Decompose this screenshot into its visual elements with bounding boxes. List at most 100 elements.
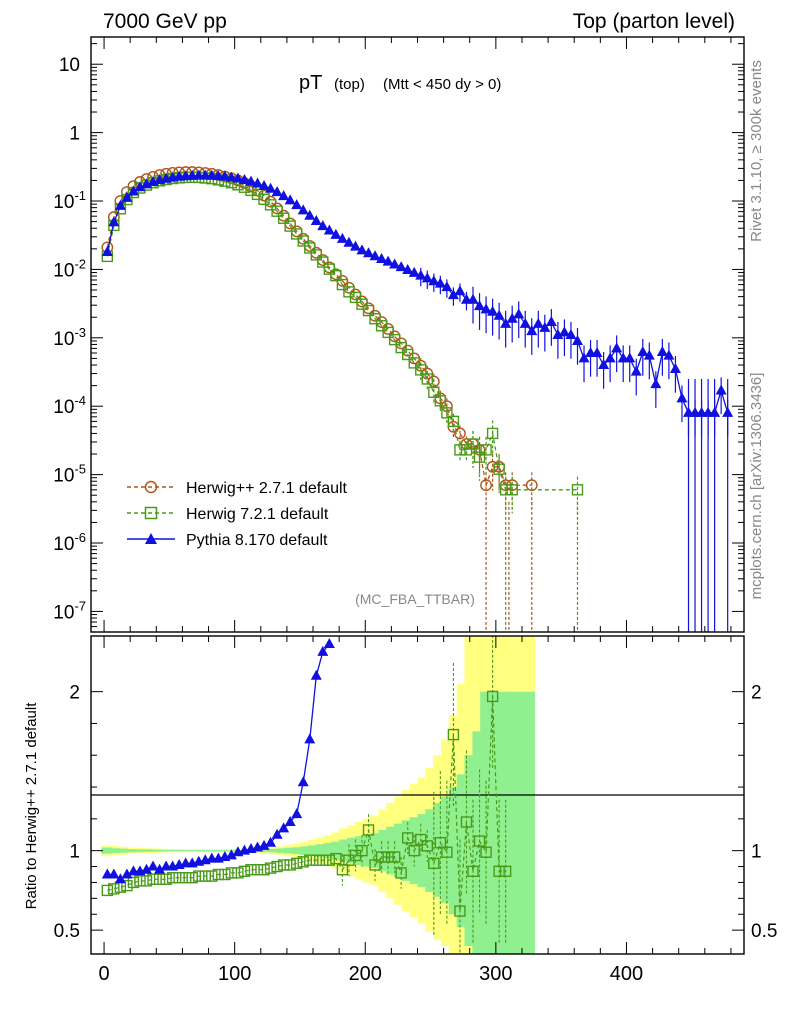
y-tick-label: 1 [69, 124, 80, 145]
data-point [336, 278, 349, 291]
data-point [415, 269, 427, 280]
ratio-point [290, 857, 303, 870]
ratio-point [121, 868, 133, 879]
data-point [408, 266, 420, 277]
data-point [310, 215, 322, 226]
series-herwig7 [101, 171, 584, 514]
ratio-point [108, 883, 120, 895]
ratio-line [107, 696, 506, 912]
ratio-point [362, 824, 375, 836]
ratio-point [486, 690, 499, 703]
data-point [382, 255, 394, 266]
ratio-point [447, 728, 460, 741]
data-point [558, 326, 570, 337]
data-point [369, 250, 381, 261]
y-tick-label-right: 1 [751, 842, 762, 863]
data-point [441, 407, 453, 419]
data-point [238, 173, 250, 184]
data-point [369, 313, 381, 325]
x-tick-label: 0 [98, 963, 109, 985]
y-tick-label: 10-3 [53, 325, 86, 350]
data-point [474, 300, 486, 311]
data-point [513, 308, 525, 319]
ratio-point [421, 840, 433, 852]
y-tick-label: 1 [69, 842, 80, 863]
main-plot-frame [90, 36, 745, 633]
plot-title-sub: (top) [334, 76, 365, 93]
ratio-point [173, 871, 185, 884]
data-point [376, 252, 388, 263]
ratio-point [147, 873, 159, 885]
data-point [114, 199, 126, 210]
data-point [506, 312, 518, 323]
ratio-point [297, 776, 309, 787]
data-point [252, 177, 264, 188]
ratio-point [179, 871, 192, 884]
ratio-point [493, 865, 505, 878]
ratio-point [114, 873, 126, 884]
ratio-point [480, 846, 492, 858]
ratio-point [206, 870, 218, 882]
data-point [388, 333, 401, 346]
ratio-point [369, 859, 381, 871]
legend-entry-pythia: Pythia 8.170 default [127, 532, 328, 549]
data-point [500, 317, 512, 328]
data-point [304, 242, 316, 254]
ratio-point [375, 851, 388, 863]
data-point [310, 249, 322, 261]
data-point [473, 451, 486, 463]
ratio-point [304, 733, 316, 744]
x-tick-label: 100 [218, 963, 251, 985]
data-point [121, 191, 133, 202]
data-point [571, 484, 584, 496]
ratio-point [154, 863, 166, 874]
ratio-point [258, 864, 270, 876]
ratio-point [278, 822, 290, 833]
ratio-point [238, 865, 251, 878]
analysis-tag: (MC_FBA_TTBAR) [355, 591, 475, 607]
ratio-point [277, 859, 290, 871]
ratio-point [232, 867, 244, 879]
data-point [565, 328, 577, 339]
ratio-point [330, 852, 342, 865]
data-point [441, 281, 453, 292]
data-point [349, 291, 362, 304]
data-point [402, 348, 414, 361]
ratio-point [284, 816, 296, 827]
data-point [611, 342, 623, 353]
data-point [539, 321, 551, 332]
y-tick-label: 10-1 [53, 188, 86, 213]
ratio-point [160, 873, 172, 885]
data-point [467, 438, 479, 450]
ratio-point [317, 645, 329, 656]
ratio-point [153, 873, 166, 885]
series-line [106, 171, 532, 488]
data-point [278, 190, 290, 201]
data-point [454, 427, 466, 440]
data-point [284, 220, 296, 232]
ratio-point [323, 854, 336, 866]
data-point [382, 326, 394, 339]
data-point [467, 293, 479, 304]
series-pythia [101, 169, 734, 437]
data-point [493, 309, 505, 320]
data-point [499, 484, 512, 496]
data-point [454, 444, 466, 456]
ratio-series-pythia [101, 637, 335, 884]
ratio-point [395, 867, 407, 879]
data-point [395, 261, 407, 272]
data-point [271, 205, 283, 217]
data-point [487, 305, 499, 316]
data-point [604, 352, 616, 363]
data-point [356, 244, 368, 255]
data-point [134, 181, 146, 192]
y-tick-label: 10-7 [53, 598, 86, 623]
ratio-point [310, 854, 322, 866]
data-point [519, 317, 531, 328]
plot-title: pT (top) (Mtt < 450 dy > 0) [299, 72, 501, 94]
ratio-point [356, 844, 368, 857]
ratio-point [199, 870, 211, 882]
data-point [428, 386, 440, 398]
data-point [363, 247, 375, 258]
data-point [571, 334, 583, 345]
